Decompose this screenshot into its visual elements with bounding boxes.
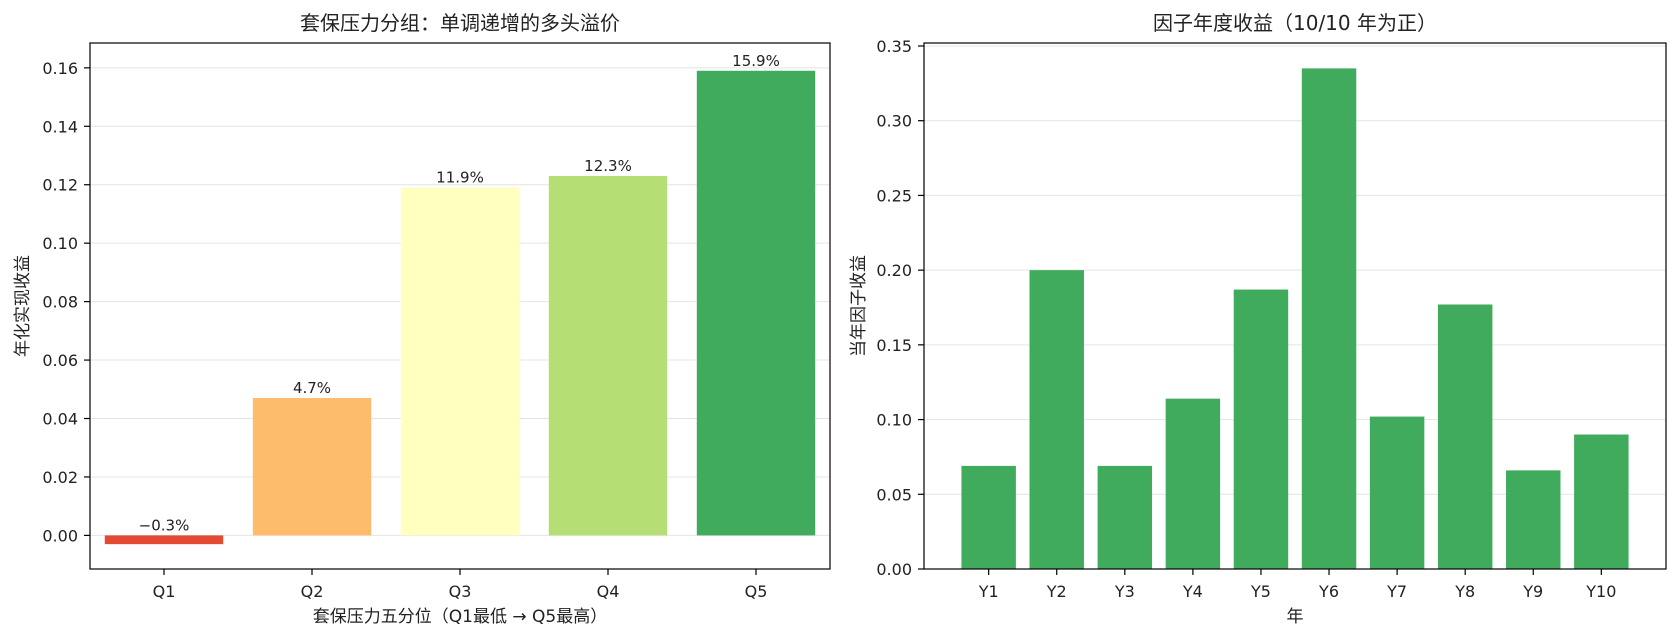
x-tick-label: Q3	[449, 582, 472, 601]
bar-series	[961, 68, 1629, 569]
y-axis-label: 年化实现收益	[13, 255, 33, 357]
y-tick-label: 0.30	[876, 112, 912, 131]
x-tick-label: Q1	[153, 582, 176, 601]
x-axis-label: 年	[1287, 607, 1304, 627]
y-tick-label: 0.25	[876, 186, 912, 205]
y-tick-label: 0.12	[42, 176, 78, 195]
y-tick-label: 0.05	[876, 485, 912, 504]
data-label: 4.7%	[293, 379, 331, 397]
chart-title: 套保压力分组：单调递增的多头溢价	[300, 11, 620, 35]
y-tick-label: 0.35	[876, 37, 912, 56]
x-tick-label: Y2	[1046, 582, 1067, 601]
bar-Y8	[1437, 304, 1493, 569]
x-tick-label: Q5	[745, 582, 768, 601]
x-axis-ticks: Y1 Y2 Y3 Y4 Y5 Y6 Y7 Y8 Y9 Y10	[978, 569, 1616, 601]
chart-title: 因子年度收益（10/10 年为正）	[1153, 11, 1437, 35]
bar-Y5	[1233, 289, 1289, 569]
y-tick-label: 0.04	[42, 410, 78, 429]
bar-Y4	[1165, 398, 1221, 569]
y-tick-label: 0.20	[876, 261, 912, 280]
y-tick-label: 0.08	[42, 293, 78, 312]
hedging-pressure-quintile-chart: 套保压力分组：单调递增的多头溢价 0.00 0.02 0.04 0.06 0.08 0.1…	[13, 11, 831, 627]
data-label: 12.3%	[584, 157, 632, 175]
x-tick-label: Q4	[597, 582, 620, 601]
y-tick-label: 0.10	[876, 411, 912, 430]
y-axis-ticks: 0.00 0.02 0.04 0.06 0.08 0.10 0.12 0.14 0.16	[42, 59, 90, 545]
bar-Y9	[1506, 470, 1561, 569]
plot-area-frame	[923, 42, 1667, 570]
x-tick-label: Y9	[1522, 582, 1543, 601]
x-tick-label: Y5	[1250, 582, 1271, 601]
x-tick-label: Y1	[978, 582, 999, 601]
y-tick-label: 0.06	[42, 351, 78, 370]
bar-Y7	[1369, 416, 1425, 569]
annual-factor-return-chart: 因子年度收益（10/10 年为正） 0.000.050.100.150.200.…	[849, 11, 1667, 627]
x-tick-label: Y3	[1114, 582, 1135, 601]
bar-Q5	[696, 70, 816, 536]
x-axis-label: 套保压力五分位（Q1最低 → Q5最高）	[313, 607, 607, 627]
y-axis-label: 当年因子收益	[849, 255, 869, 357]
bar-Q4	[548, 175, 668, 536]
x-tick-label: Y6	[1318, 582, 1339, 601]
y-tick-label: 0.02	[42, 468, 78, 487]
x-tick-label: Y7	[1386, 582, 1407, 601]
bar-Y6	[1301, 68, 1357, 569]
bar-Y1	[961, 465, 1016, 569]
y-tick-label: 0.14	[42, 117, 78, 136]
bar-Q3	[400, 187, 520, 536]
x-tick-label: Q2	[301, 582, 324, 601]
bar-Y2	[1029, 270, 1084, 569]
data-label: 11.9%	[436, 169, 484, 187]
bar-Q2	[252, 398, 372, 536]
y-axis-ticks: 0.00 0.05 0.10 0.15 0.20 0.25 0.30 0.35	[876, 37, 924, 579]
x-tick-label: Y8	[1454, 582, 1475, 601]
y-tick-label: 0.16	[42, 59, 78, 78]
bar-Y10	[1574, 434, 1629, 569]
y-tick-label: 0.15	[876, 336, 912, 355]
y-tick-label: 0.00	[42, 526, 78, 545]
bar-Q1	[104, 535, 224, 545]
x-axis-ticks: Q1 Q2 Q3 Q4 Q5	[153, 569, 768, 601]
data-label: −0.3%	[139, 516, 190, 534]
x-tick-label: Y10	[1585, 582, 1616, 601]
data-label: 15.9%	[732, 52, 780, 70]
bar-series	[104, 70, 816, 545]
x-tick-label: Y4	[1182, 582, 1203, 601]
bar-data-labels: −0.3% 4.7% 11.9% 12.3% 15.9%	[139, 52, 780, 535]
bar-Y3	[1097, 465, 1153, 569]
y-tick-label: 0.10	[42, 234, 78, 253]
y-tick-label: 0.00	[876, 560, 912, 579]
